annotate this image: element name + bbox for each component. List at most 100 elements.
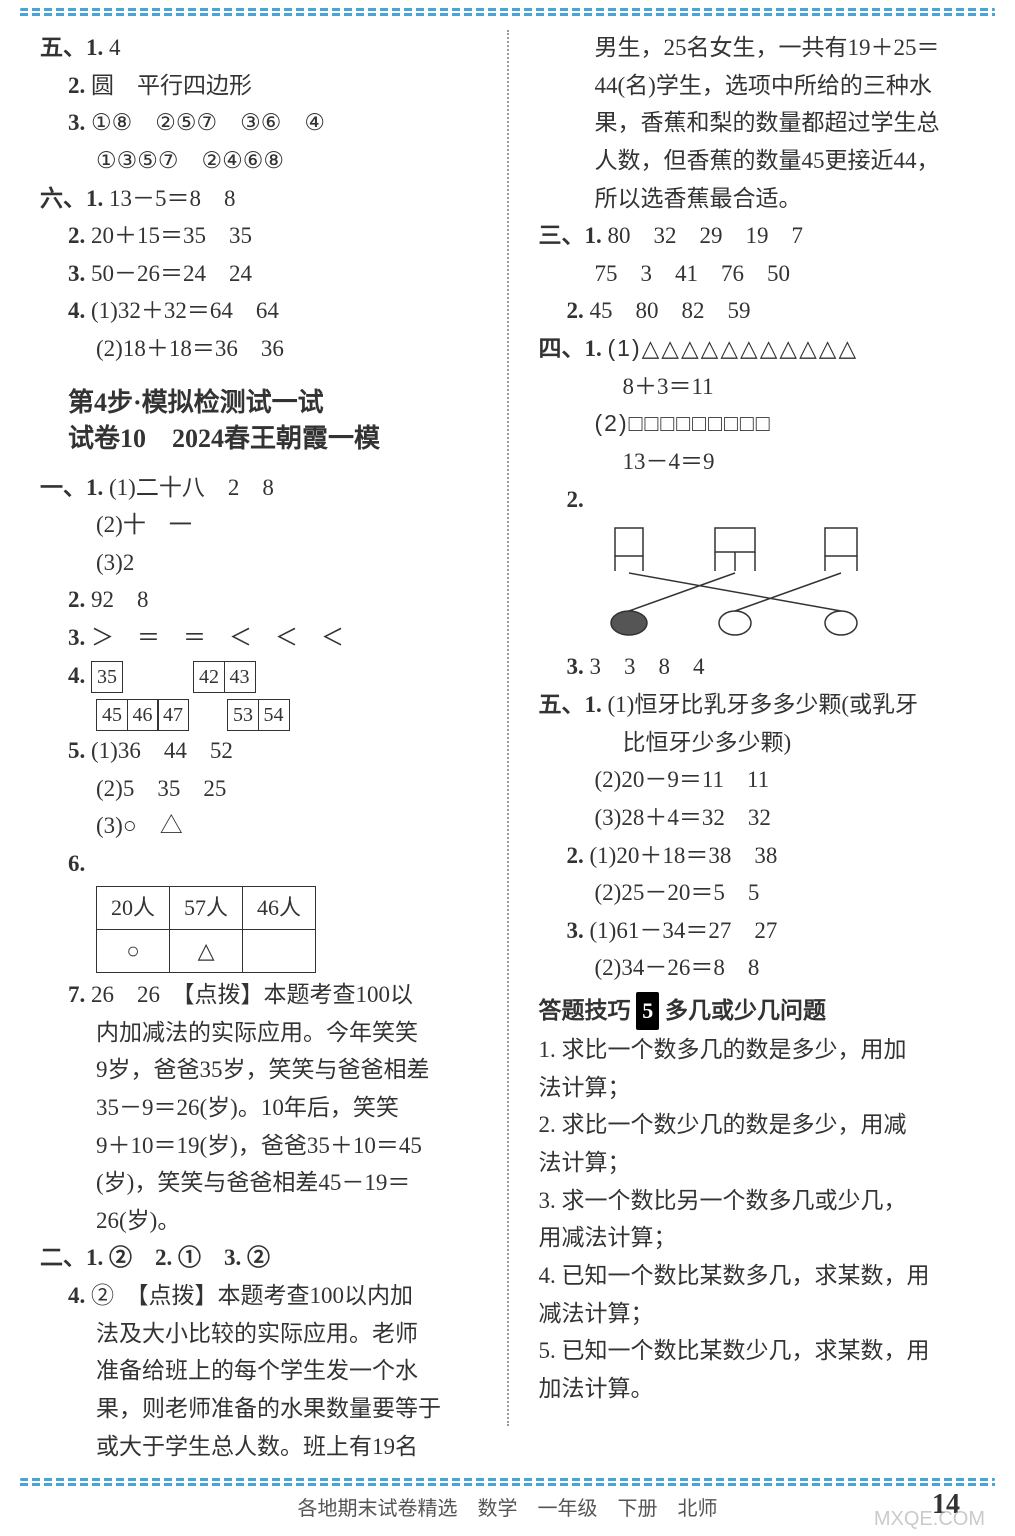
q1-7-l2: 35－9＝26(岁)。10年后，笑笑 xyxy=(40,1090,477,1126)
q3-2: 2. 45 80 82 59 xyxy=(539,293,976,329)
q4-1-num: 1. xyxy=(585,336,602,361)
q1-3: 3. ＞ ＝ ＝ ＜ ＜ ＜ xyxy=(40,620,477,656)
q5r-1-text: (1)恒牙比乳牙多多少颗(或乳牙 xyxy=(608,692,918,717)
q1-7: 7. 26 26 【点拨】本题考查100以 xyxy=(40,977,477,1013)
q1-5-text: (1)36 44 52 xyxy=(91,738,233,763)
footer-text: 各地期末试卷精选 数学 一年级 下册 北师 xyxy=(0,1492,1015,1521)
q5r-2b: (2)25－20＝5 5 xyxy=(539,875,976,911)
q5-2-num: 2. xyxy=(68,73,85,98)
q4-1c: (2)□□□□□□□□□ xyxy=(539,406,976,442)
q4-3-text: 3 3 8 4 xyxy=(590,654,705,679)
cell xyxy=(243,929,316,972)
section-4-label: 四、 xyxy=(539,336,585,361)
exam-title: 第4步·模拟检测试一试 试卷10 2024春王朝霞一模 xyxy=(40,385,477,458)
section-3-label: 三、 xyxy=(539,223,585,248)
q2-4-num: 4. xyxy=(68,1283,85,1308)
q5r-1c: (2)20－9＝11 11 xyxy=(539,762,976,798)
q6-4-num: 4. xyxy=(68,298,85,323)
q1-4-row2: 45 46 47 xyxy=(96,699,188,731)
q4-3: 3. 3 3 8 4 xyxy=(539,649,976,685)
watermark: MXQE.COM xyxy=(874,1508,985,1531)
left-column: 五、1. 4 2. 圆 平行四边形 3. ①⑧ ②⑤⑦ ③⑥ ④ ①③⑤⑦ ②④… xyxy=(40,30,502,1426)
q4-2: 2. xyxy=(539,482,976,518)
q6-4: 4. (1)32＋32＝64 64 xyxy=(40,293,477,329)
q5r-3b: (2)34－26＝8 8 xyxy=(539,950,976,986)
q1-4-row2b: 53 54 xyxy=(227,699,288,731)
q5-3: 3. ①⑧ ②⑤⑦ ③⑥ ④ xyxy=(40,105,477,141)
q5-3b: ①③⑤⑦ ②④⑥⑧ xyxy=(40,143,477,179)
q6-2: 2. 20＋15＝35 35 xyxy=(40,218,477,254)
q6-3-num: 3. xyxy=(68,261,85,286)
cell: 57人 xyxy=(170,886,243,929)
q1-6: 6. xyxy=(40,846,477,882)
q6-4-text: (1)32＋32＝64 64 xyxy=(91,298,279,323)
q2-4-hint: 【点拨】本题考查100以内加 xyxy=(137,1283,413,1308)
q2-4-l0: 法及大小比较的实际应用。老师 xyxy=(40,1316,477,1352)
q1-4-num: 4. xyxy=(68,663,85,688)
title-line1: 第4步·模拟检测试一试 xyxy=(68,385,477,421)
cell: 45 xyxy=(96,699,128,731)
cell: 43 xyxy=(224,661,256,693)
cont-0: 男生，25名女生，一共有19＋25＝ xyxy=(539,30,976,66)
right-column: 男生，25名女生，一共有19＋25＝ 44(名)学生，选项中所给的三种水 果，香… xyxy=(514,30,976,1426)
q4-1d: 13－4＝9 xyxy=(539,444,976,480)
cont-4: 所以选香蕉最合适。 xyxy=(539,181,976,217)
cell: 46 xyxy=(127,699,159,731)
section-4: 四、1. (1)△△△△△△△△△△△ xyxy=(539,331,976,367)
q6-3-text: 50－26＝24 24 xyxy=(91,261,252,286)
q1-5-num: 5. xyxy=(68,738,85,763)
cell: △ xyxy=(170,929,243,972)
q2-4-l2: 果，则老师准备的水果数量要等于 xyxy=(40,1391,477,1427)
q1-7-text: 26 26 xyxy=(91,982,183,1007)
cell: 42 xyxy=(193,661,225,693)
q2-4-l3: 或大于学生总人数。班上有19名 xyxy=(40,1429,477,1465)
q1-1-text: (1)二十八 2 8 xyxy=(109,475,274,500)
title-line2: 试卷10 2024春王朝霞一模 xyxy=(68,421,477,457)
q1-5: 5. (1)36 44 52 xyxy=(40,733,477,769)
tip-l3: 法计算； xyxy=(539,1145,976,1181)
q5-1-text: 4 xyxy=(109,35,121,60)
q5-3-num: 3. xyxy=(68,110,85,135)
q2-4: 4. ② 【点拨】本题考查100以内加 xyxy=(40,1278,477,1314)
q1-6-num: 6. xyxy=(68,851,85,876)
tip-l2: 2. 求比一个数少几的数是多少，用减 xyxy=(539,1107,976,1143)
section-3: 三、1. 80 32 29 19 7 xyxy=(539,218,976,254)
cell: ○ xyxy=(97,929,170,972)
cell: 53 xyxy=(227,699,259,731)
q1-4-row1b: 42 43 xyxy=(193,661,254,693)
q3-1b: 75 3 41 76 50 xyxy=(539,256,976,292)
q6-1-text: 13－5＝8 8 xyxy=(109,186,236,211)
q5r-2-text: (1)20＋18＝38 38 xyxy=(590,843,778,868)
q1-7-l4: (岁)，笑笑与爸爸相差45－19＝ xyxy=(40,1165,477,1201)
q5r-2: 2. (1)20＋18＝38 38 xyxy=(539,838,976,874)
chairs-matching-svg xyxy=(595,523,895,643)
q5-2-text: 圆 平行四边形 xyxy=(91,73,252,98)
q1-3-num: 3. xyxy=(68,625,85,650)
q6-4b: (2)18＋18＝36 36 xyxy=(40,331,477,367)
q1-1-num: 1. xyxy=(86,475,103,500)
q1-4: 4. 35 42 43 xyxy=(40,658,477,694)
cell: 20人 xyxy=(97,886,170,929)
table-row: ○ △ xyxy=(97,929,316,972)
q5r-1d: (3)28＋4＝32 32 xyxy=(539,800,976,836)
cont-3: 人数，但香蕉的数量45更接近44， xyxy=(539,143,976,179)
q5r-3-text: (1)61－34＝27 27 xyxy=(590,918,778,943)
page-content: 五、1. 4 2. 圆 平行四边形 3. ①⑧ ②⑤⑦ ③⑥ ④ ①③⑤⑦ ②④… xyxy=(0,0,1015,1486)
wave-top-decor xyxy=(20,8,995,14)
q5-2: 2. 圆 平行四边形 xyxy=(40,68,477,104)
q5r-1-num: 1. xyxy=(585,692,602,717)
q1-2-num: 2. xyxy=(68,587,85,612)
q2-1: 1. ② 2. ① 3. ② xyxy=(86,1245,270,1270)
q1-4b: 45 46 47 53 54 xyxy=(40,695,477,731)
tips-num: 5 xyxy=(636,992,659,1030)
cell: 47 xyxy=(157,699,189,731)
q1-2-text: 92 8 xyxy=(91,587,149,612)
section-5: 五、1. 4 xyxy=(40,30,477,66)
section-5r-label: 五、 xyxy=(539,692,585,717)
section-6-label: 六、 xyxy=(40,186,86,211)
q1-1c: (3)2 xyxy=(40,545,477,581)
q6-1-num: 1. xyxy=(86,186,103,211)
q6-3: 3. 50－26＝24 24 xyxy=(40,256,477,292)
tip-l5: 用减法计算； xyxy=(539,1220,976,1256)
q3-1-text: 80 32 29 19 7 xyxy=(608,223,804,248)
